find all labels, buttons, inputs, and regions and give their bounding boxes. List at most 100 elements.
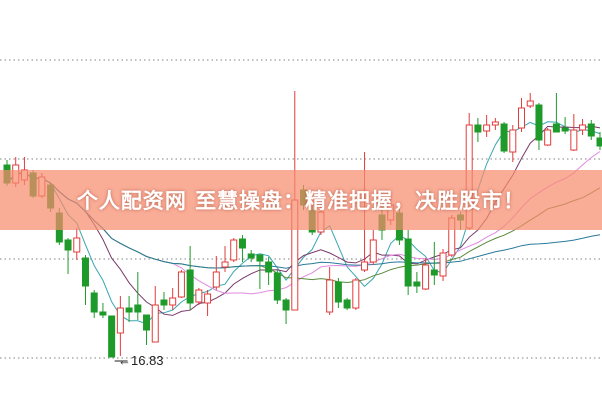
candle-body xyxy=(230,239,238,261)
candle xyxy=(81,255,89,305)
candle xyxy=(238,235,246,262)
candle-body xyxy=(483,124,491,132)
candle-body xyxy=(186,269,194,304)
candle xyxy=(282,298,290,324)
candle xyxy=(160,292,168,310)
candle-body xyxy=(64,239,72,251)
candle xyxy=(230,238,238,262)
candle xyxy=(500,122,508,153)
candle xyxy=(561,117,569,134)
candle xyxy=(326,267,334,315)
candle-body xyxy=(282,299,290,311)
candle xyxy=(570,114,578,151)
candle-body xyxy=(90,292,98,313)
candle-body xyxy=(535,104,543,141)
candle xyxy=(151,286,159,343)
candle-body xyxy=(334,281,342,303)
candle-body xyxy=(326,279,334,313)
candle xyxy=(526,93,534,108)
candle xyxy=(422,258,430,290)
candle xyxy=(90,290,98,318)
candle-body xyxy=(273,272,281,301)
candle-body xyxy=(125,307,133,313)
candle xyxy=(352,278,360,310)
candle xyxy=(483,115,491,137)
candle xyxy=(108,315,116,358)
candle-body xyxy=(204,293,212,304)
candle xyxy=(177,270,185,298)
candle xyxy=(587,120,595,140)
candle xyxy=(491,118,499,130)
candle-body xyxy=(570,129,578,151)
candle-body xyxy=(256,254,264,262)
candle xyxy=(256,254,264,289)
low-price-label: ←16.83 xyxy=(118,353,164,368)
candle-body xyxy=(404,238,412,287)
candle xyxy=(273,270,281,304)
ma60-line xyxy=(6,172,601,269)
candle-body xyxy=(509,129,517,153)
candle xyxy=(518,98,526,132)
candle xyxy=(169,288,177,310)
candle-body xyxy=(265,261,273,273)
candle xyxy=(343,298,351,310)
candle-body xyxy=(422,264,430,290)
candle-body xyxy=(430,269,438,276)
candle-body xyxy=(500,123,508,152)
candle-body xyxy=(352,279,360,309)
candle-body xyxy=(81,257,89,287)
candle xyxy=(369,230,377,265)
candle xyxy=(125,296,133,322)
candle-body xyxy=(221,261,229,268)
candle-body xyxy=(177,271,185,298)
candle xyxy=(212,256,220,290)
candle xyxy=(535,103,543,150)
candle xyxy=(544,128,552,146)
candle-body xyxy=(413,281,421,287)
candle-body xyxy=(99,311,107,316)
candle-body xyxy=(151,304,159,343)
candle-body xyxy=(343,299,351,309)
candle-body xyxy=(116,307,124,334)
candle-body xyxy=(596,137,602,147)
candle xyxy=(596,132,602,150)
candle-body xyxy=(439,252,447,277)
candle xyxy=(474,118,482,142)
candle-body xyxy=(108,315,116,358)
candle xyxy=(64,238,72,274)
candle xyxy=(143,314,151,345)
candle xyxy=(265,257,273,285)
candle xyxy=(439,249,447,281)
candle-body xyxy=(474,124,482,133)
gridlines xyxy=(0,59,602,359)
candle-body xyxy=(518,107,526,129)
candle xyxy=(195,288,203,305)
candle-body xyxy=(561,127,569,132)
candle-body xyxy=(169,297,177,306)
candle xyxy=(204,290,212,316)
candle-body xyxy=(587,123,595,137)
candle-body xyxy=(361,261,369,271)
candle-body xyxy=(238,238,246,249)
candle xyxy=(247,250,255,262)
candle-body xyxy=(369,239,377,263)
promo-banner: 个人配资网 至慧操盘：精准把握，决胜股市！ xyxy=(0,170,602,230)
candle xyxy=(221,246,229,272)
candle-body xyxy=(212,271,220,288)
candle xyxy=(134,272,142,320)
candle xyxy=(509,125,517,162)
candle-body xyxy=(160,299,168,306)
candle-body xyxy=(143,314,151,331)
candle-body xyxy=(247,253,255,259)
candle xyxy=(413,272,421,293)
candle xyxy=(99,303,107,318)
candle xyxy=(430,242,438,285)
candle-body xyxy=(579,124,587,131)
candle-body xyxy=(73,237,81,253)
candle-body xyxy=(195,289,203,303)
candle-body xyxy=(491,121,499,126)
candle xyxy=(73,228,81,260)
candle xyxy=(579,119,587,135)
candle-body xyxy=(134,304,142,313)
